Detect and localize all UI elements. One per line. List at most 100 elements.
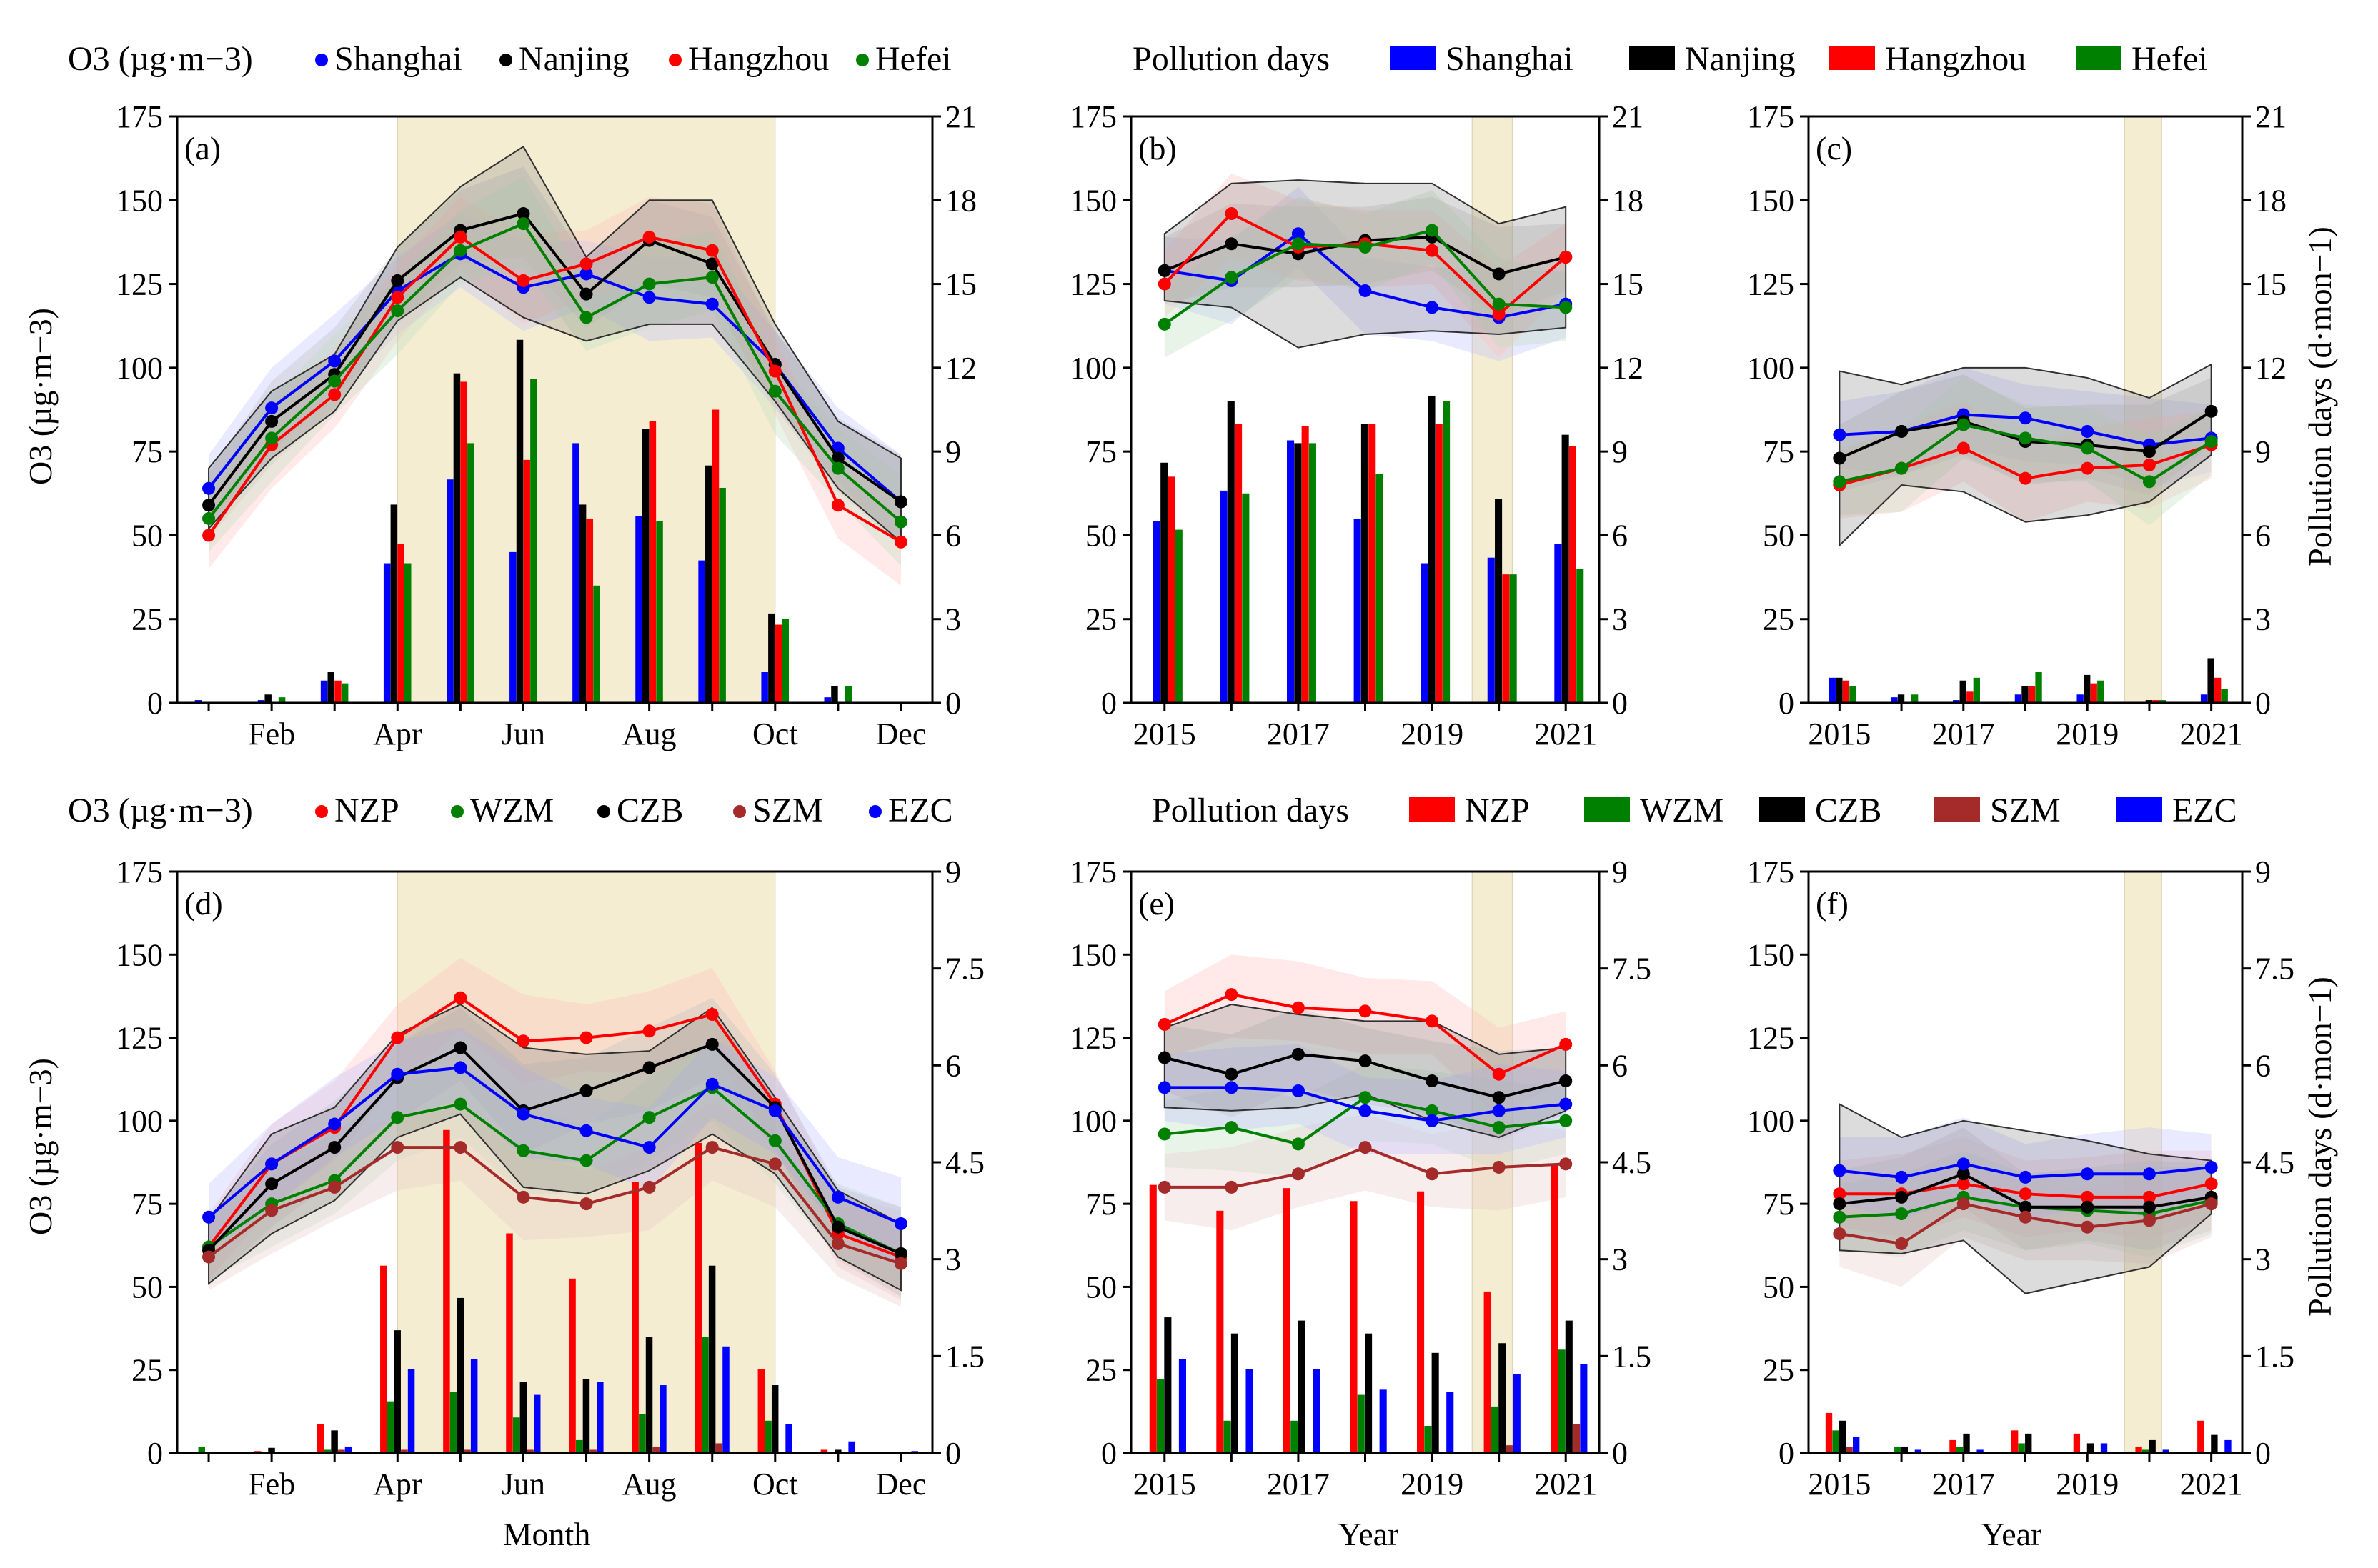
bar-Hangzhou-Sep	[712, 409, 720, 703]
month-axis-title: Month	[503, 1516, 591, 1552]
o3-axis-title-bottom: O3 (µg·m−3)	[22, 1058, 59, 1235]
bar-Hangzhou-2018	[2028, 686, 2036, 703]
point-CZB-Dec	[894, 1247, 907, 1260]
y2-tick-label: 12	[945, 351, 977, 386]
x-tick-label: 2015	[1808, 1467, 1871, 1502]
x-tick-label: 2019	[1401, 1467, 1463, 1502]
point-CZB-2019	[1426, 1074, 1439, 1088]
y-tick-label: 100	[1070, 1104, 1117, 1139]
y-tick-label: 50	[1763, 518, 1794, 553]
band-CZB	[1164, 1007, 1566, 1141]
bar-Shanghai-Aug	[635, 516, 642, 703]
y-tick-label: 175	[1747, 99, 1794, 134]
bar-WZM-Jun	[512, 1417, 520, 1453]
bar-Hangzhou-Mar	[334, 680, 342, 703]
y2-tick-label: 9	[945, 434, 961, 469]
bar-Nanjing-Jul	[579, 504, 587, 703]
x-tick-label: Dec	[876, 1467, 927, 1502]
band-WZM	[1164, 1064, 1566, 1177]
bar-CZB-2021	[1565, 1320, 1573, 1453]
point-EZC-2018	[1358, 1104, 1372, 1117]
bar-NZP-2017	[1283, 1188, 1290, 1453]
bar-Hangzhou-2017	[1301, 426, 1309, 703]
bar-Hefei-2021	[2221, 689, 2228, 703]
legend-label-EZC: EZC	[888, 792, 953, 829]
band-Hefei	[209, 176, 901, 566]
point-Hangzhou-2015	[1158, 277, 1171, 291]
bar-WZM-2021	[1558, 1349, 1566, 1453]
y-tick-label: 100	[116, 351, 163, 386]
year-axis-title-e: Year	[1338, 1516, 1399, 1552]
point-Hefei-2019	[2081, 441, 2094, 455]
x-tick-label: Oct	[752, 716, 798, 751]
point-EZC-2019	[1426, 1114, 1439, 1127]
bar-EZC-Aug	[660, 1385, 667, 1453]
bar-SZM-Aug	[652, 1446, 660, 1453]
y2-tick-label: 6	[945, 518, 961, 553]
point-EZC-2021	[2204, 1160, 2218, 1174]
legend-label-SZM: SZM	[752, 792, 823, 829]
bar-EZC-Jun	[533, 1394, 541, 1453]
bar-Hangzhou-Oct	[775, 624, 782, 703]
season-shade	[1471, 871, 1513, 1454]
point-Nanjing-Jan	[202, 499, 216, 512]
point-NZP-Jul	[579, 1031, 593, 1044]
point-Hangzhou-2021	[1559, 251, 1573, 264]
point-EZC-2020	[2142, 1167, 2156, 1181]
y-tick-label: 75	[131, 434, 163, 469]
y-tick-label: 0	[1101, 686, 1117, 721]
point-WZM-2021	[1559, 1114, 1573, 1127]
y-tick-label: 25	[1763, 602, 1794, 637]
x-tick-label: Jun	[502, 1467, 545, 1502]
line-EZC	[207, 1066, 902, 1225]
x-tick-label: Dec	[876, 716, 927, 751]
point-NZP-Apr	[391, 1031, 404, 1044]
panel-e: 0 25 50 75 100 125 150 175 0 1.5 3 4.5 6 7.5 9 2015 2017…	[1070, 854, 1651, 1502]
bar-Hangzhou-2017	[1966, 691, 1974, 703]
point-Hefei-2021	[1559, 301, 1573, 314]
bar-Shanghai-2016	[1220, 490, 1228, 703]
point-EZC-Oct	[768, 1104, 782, 1117]
bar-WZM-Jan	[198, 1446, 206, 1453]
point-Hefei-2016	[1225, 271, 1238, 284]
legend-label-Hefei: Hefei	[2131, 40, 2208, 78]
bar-Nanjing-Sep	[705, 465, 712, 703]
bar-CZB-2016	[1901, 1446, 1908, 1453]
point-EZC-Dec	[894, 1217, 907, 1231]
x-tick-label: Feb	[248, 716, 295, 751]
legend-label-Hangzhou: Hangzhou	[688, 40, 829, 78]
point-NZP-2021	[1559, 1037, 1573, 1051]
bar-NZP-May	[443, 1129, 450, 1453]
bar-WZM-2019	[1424, 1426, 1432, 1453]
bar-WZM-2020	[1491, 1406, 1498, 1453]
bar-EZC-May	[470, 1359, 478, 1453]
y-tick-label: 50	[1085, 518, 1117, 553]
bar-Nanjing-Nov	[831, 686, 838, 703]
band-Hangzhou	[209, 196, 901, 586]
point-SZM-2020	[2142, 1214, 2156, 1227]
point-NZP-2015	[1833, 1187, 1846, 1201]
bar-EZC-2020	[2162, 1449, 2169, 1453]
bar-SZM-Sep	[715, 1443, 723, 1453]
bar-CZB-Feb	[268, 1447, 275, 1453]
panel-label: (e)	[1138, 885, 1175, 922]
y2-tick-label: 21	[1612, 99, 1643, 134]
point-Hangzhou-Mar	[328, 388, 342, 401]
legend-label-CZB: CZB	[1815, 792, 1881, 829]
point-SZM-Nov	[831, 1237, 845, 1250]
legend-marker-Hefei	[856, 54, 869, 66]
point-EZC-Mar	[328, 1117, 342, 1131]
bar-EZC-2021	[2224, 1439, 2232, 1453]
plot-frame	[176, 115, 934, 704]
bar-Hangzhou-2021	[2214, 677, 2222, 703]
point-Nanjing-Nov	[831, 451, 845, 465]
bar-Hefei-2017	[1973, 677, 1981, 703]
point-Shanghai-2015	[1833, 428, 1846, 441]
legend-bottom_right: Pollution days NZP WZM CZB SZM EZC	[1152, 792, 2237, 829]
legend-label-Shanghai: Shanghai	[1446, 40, 1573, 78]
x-tick-label: 2017	[1932, 1467, 1995, 1502]
point-EZC-2015	[1833, 1164, 1846, 1177]
bar-WZM-2018	[1357, 1394, 1365, 1453]
point-Hangzhou-2019	[1426, 244, 1439, 257]
bar-NZP-2016	[1216, 1210, 1224, 1453]
